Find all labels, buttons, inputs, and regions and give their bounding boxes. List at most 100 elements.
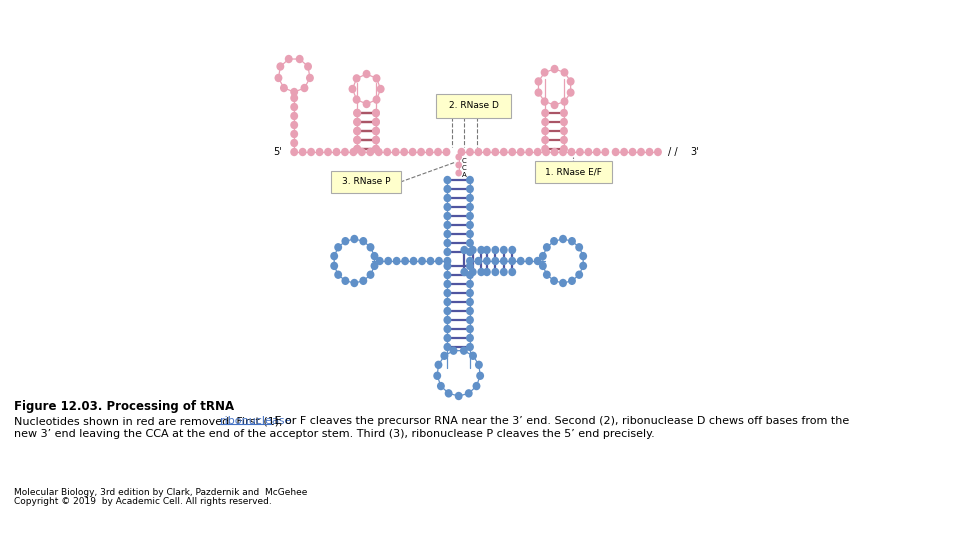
- Circle shape: [419, 257, 426, 265]
- Circle shape: [460, 347, 468, 355]
- Circle shape: [304, 62, 312, 71]
- Circle shape: [444, 334, 451, 342]
- Circle shape: [296, 55, 303, 63]
- Circle shape: [542, 148, 550, 156]
- Circle shape: [551, 101, 559, 109]
- Circle shape: [575, 271, 583, 279]
- Circle shape: [290, 94, 299, 102]
- Circle shape: [466, 221, 474, 229]
- Circle shape: [455, 170, 462, 177]
- Circle shape: [443, 148, 450, 156]
- Circle shape: [534, 257, 541, 265]
- Text: Molecular Biology, 3rd edition by Clark, Pazdernik and  McGehee: Molecular Biology, 3rd edition by Clark,…: [14, 488, 307, 497]
- Circle shape: [383, 148, 391, 156]
- Circle shape: [559, 148, 567, 156]
- Circle shape: [342, 276, 349, 285]
- Circle shape: [444, 203, 451, 211]
- Circle shape: [449, 347, 458, 355]
- Circle shape: [500, 246, 508, 254]
- Circle shape: [474, 148, 482, 156]
- Circle shape: [444, 271, 451, 279]
- Circle shape: [579, 252, 588, 260]
- Circle shape: [568, 276, 576, 285]
- Circle shape: [492, 268, 499, 276]
- Circle shape: [275, 74, 282, 82]
- Circle shape: [466, 212, 474, 220]
- Circle shape: [455, 161, 462, 168]
- Text: new 3’ end leaving the CCA at the end of the acceptor stem. Third (3), ribonucle: new 3’ end leaving the CCA at the end of…: [14, 429, 655, 439]
- Circle shape: [372, 74, 380, 83]
- Circle shape: [566, 77, 575, 86]
- Circle shape: [353, 118, 361, 126]
- Circle shape: [392, 148, 399, 156]
- Circle shape: [551, 148, 559, 156]
- Circle shape: [540, 97, 548, 106]
- Circle shape: [466, 148, 474, 156]
- Circle shape: [561, 97, 568, 106]
- Circle shape: [500, 268, 508, 276]
- Circle shape: [472, 382, 480, 390]
- Circle shape: [372, 109, 380, 117]
- Circle shape: [476, 372, 484, 380]
- Circle shape: [561, 68, 568, 77]
- Circle shape: [468, 268, 477, 276]
- Circle shape: [372, 145, 380, 153]
- Circle shape: [444, 212, 451, 220]
- Circle shape: [290, 112, 299, 120]
- Circle shape: [466, 248, 474, 256]
- Circle shape: [466, 343, 474, 351]
- Circle shape: [466, 325, 474, 333]
- Circle shape: [300, 84, 308, 92]
- Circle shape: [367, 148, 374, 156]
- Circle shape: [444, 248, 451, 256]
- Text: 5': 5': [273, 147, 281, 157]
- Circle shape: [516, 257, 525, 265]
- Circle shape: [516, 148, 525, 156]
- Circle shape: [461, 268, 468, 276]
- Circle shape: [466, 257, 474, 265]
- Circle shape: [372, 96, 380, 104]
- Circle shape: [367, 271, 374, 279]
- Circle shape: [444, 176, 451, 184]
- Circle shape: [444, 316, 451, 324]
- Circle shape: [535, 77, 542, 86]
- Circle shape: [299, 148, 306, 156]
- Text: C: C: [462, 158, 467, 164]
- Circle shape: [359, 237, 368, 245]
- Circle shape: [540, 68, 548, 77]
- Circle shape: [353, 145, 361, 153]
- Circle shape: [307, 148, 315, 156]
- Circle shape: [477, 268, 485, 276]
- Circle shape: [525, 257, 533, 265]
- Circle shape: [353, 136, 361, 144]
- Circle shape: [543, 243, 551, 252]
- Circle shape: [534, 148, 541, 156]
- FancyBboxPatch shape: [535, 161, 612, 183]
- Circle shape: [372, 118, 380, 126]
- Circle shape: [500, 148, 508, 156]
- Circle shape: [353, 136, 361, 144]
- Circle shape: [341, 148, 348, 156]
- Circle shape: [306, 74, 314, 82]
- Circle shape: [585, 148, 592, 156]
- Text: ribonuclease: ribonuclease: [221, 416, 292, 426]
- Circle shape: [290, 121, 299, 129]
- Circle shape: [444, 343, 451, 351]
- Circle shape: [372, 136, 380, 144]
- Circle shape: [629, 148, 636, 156]
- Circle shape: [576, 148, 584, 156]
- Circle shape: [466, 298, 474, 306]
- Circle shape: [290, 130, 299, 138]
- Text: 3': 3': [690, 147, 699, 157]
- Circle shape: [541, 127, 549, 135]
- Circle shape: [444, 389, 452, 397]
- Circle shape: [466, 289, 474, 297]
- Circle shape: [444, 239, 451, 247]
- Circle shape: [372, 127, 380, 135]
- Circle shape: [444, 221, 451, 229]
- Text: Copyright © 2019  by Academic Cell. All rights reserved.: Copyright © 2019 by Academic Cell. All r…: [14, 497, 272, 506]
- Circle shape: [376, 85, 385, 93]
- Circle shape: [444, 280, 451, 288]
- Circle shape: [601, 148, 610, 156]
- Circle shape: [372, 145, 380, 153]
